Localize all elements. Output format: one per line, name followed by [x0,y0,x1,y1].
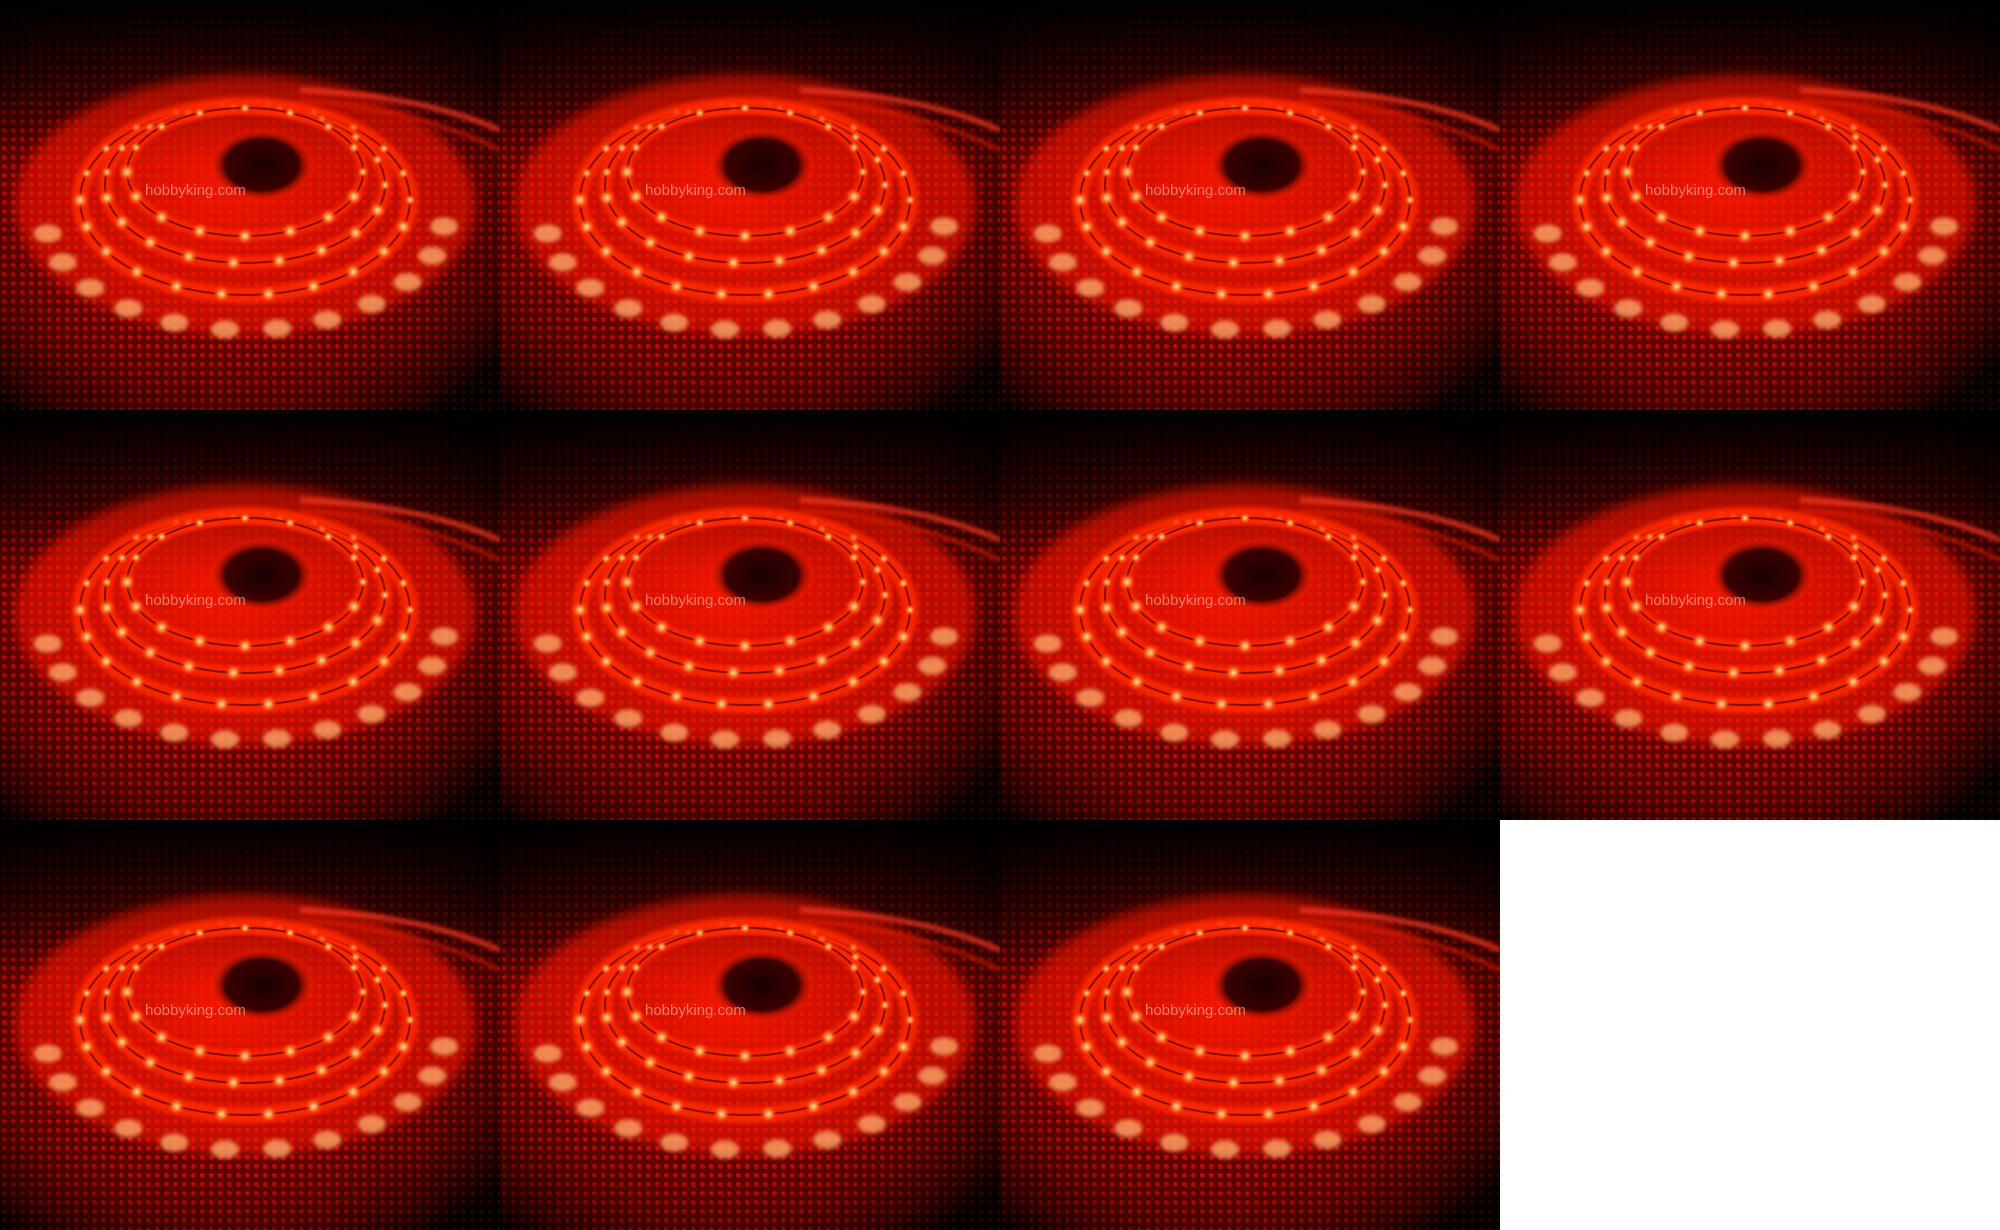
photo-tile: hobbyking.com [1000,820,1500,1230]
led-strip-photo: hobbyking.com [1000,820,1500,1230]
watermark-text: hobbyking.com [1645,592,1746,609]
led-strip-photo: hobbyking.com [1500,0,2000,410]
led-strip-photo: hobbyking.com [1500,410,2000,820]
watermark-text: hobbyking.com [1145,592,1246,609]
watermark-text: hobbyking.com [645,182,746,199]
photo-tile: hobbyking.com [0,820,500,1230]
watermark-text: hobbyking.com [145,1002,246,1019]
led-strip-photo: hobbyking.com [1000,0,1500,410]
led-strip-photo: hobbyking.com [0,0,500,410]
photo-tile: hobbyking.com [500,820,1000,1230]
photo-tile: hobbyking.com [1000,410,1500,820]
photo-tile: hobbyking.com [0,0,500,410]
watermark-text: hobbyking.com [645,592,746,609]
photo-tile: hobbyking.com [1500,0,2000,410]
photo-tile: hobbyking.com [1000,0,1500,410]
watermark-text: hobbyking.com [145,182,246,199]
watermark-text: hobbyking.com [1145,182,1246,199]
watermark-text: hobbyking.com [145,592,246,609]
photo-tile: hobbyking.com [500,410,1000,820]
led-strip-photo: hobbyking.com [500,820,1000,1230]
photo-tile: hobbyking.com [0,410,500,820]
watermark-text: hobbyking.com [1145,1002,1246,1019]
led-strip-photo: hobbyking.com [1000,410,1500,820]
watermark-text: hobbyking.com [645,1002,746,1019]
photo-tile: hobbyking.com [1500,410,2000,820]
photo-tile: hobbyking.com [500,0,1000,410]
watermark-text: hobbyking.com [1645,182,1746,199]
led-strip-photo: hobbyking.com [500,410,1000,820]
empty-cell [1500,820,2000,1230]
led-strip-photo: hobbyking.com [0,820,500,1230]
led-strip-photo: hobbyking.com [500,0,1000,410]
led-strip-photo: hobbyking.com [0,410,500,820]
